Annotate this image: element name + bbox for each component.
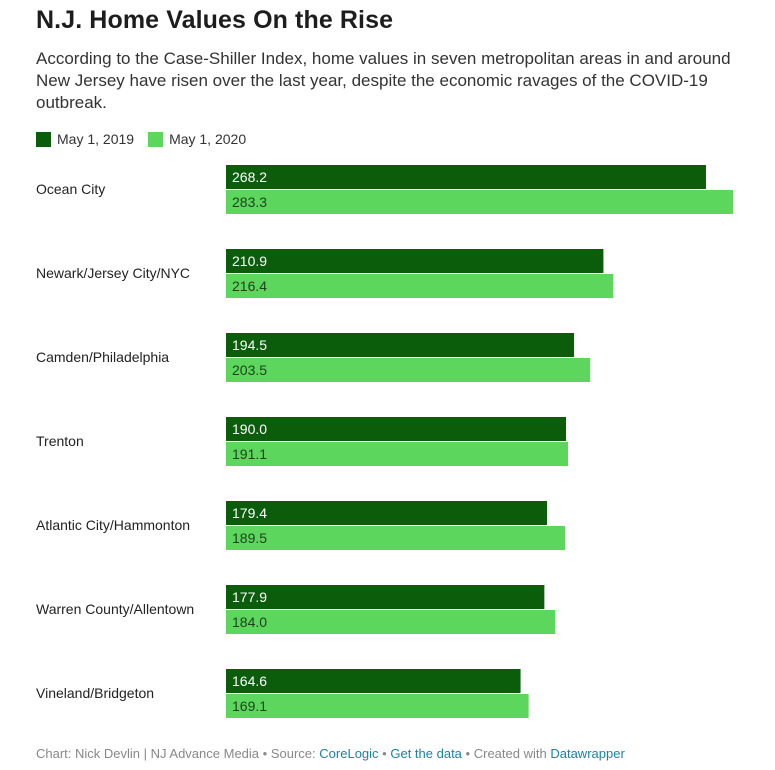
category-label: Ocean City xyxy=(36,181,105,197)
value-label-2020: 191.1 xyxy=(232,446,267,462)
value-label-2019: 177.9 xyxy=(232,589,267,605)
value-label-2019: 190.0 xyxy=(232,421,267,437)
value-label-2019: 194.5 xyxy=(232,337,267,353)
bar-2020 xyxy=(226,358,591,382)
value-label-2019: 179.4 xyxy=(232,505,267,521)
footer-separator: • xyxy=(382,746,387,761)
bar-2019 xyxy=(226,249,604,273)
value-label-2020: 189.5 xyxy=(232,530,267,546)
bar-group: Trenton 190.0 191.1 xyxy=(36,417,568,466)
legend-item-2019: May 1, 2019 xyxy=(36,131,134,147)
bar-2019 xyxy=(226,669,521,693)
bar-group: Camden/Philadelphia 194.5 203.5 xyxy=(36,333,591,382)
value-label-2019: 268.2 xyxy=(232,169,267,185)
value-label-2020: 283.3 xyxy=(232,194,267,210)
legend-item-2020: May 1, 2020 xyxy=(148,131,246,147)
bar-2020 xyxy=(226,190,733,214)
category-label: Vineland/Bridgeton xyxy=(36,685,154,701)
value-label-2019: 164.6 xyxy=(232,673,267,689)
legend-swatch-2019 xyxy=(36,131,51,147)
footer-separator: • xyxy=(465,746,471,761)
bar-2019 xyxy=(226,165,706,189)
value-label-2020: 203.5 xyxy=(232,362,267,378)
category-label: Warren County/Allentown xyxy=(36,601,194,617)
category-label: Camden/Philadelphia xyxy=(36,349,169,365)
footer-credit: Chart: Nick Devlin | NJ Advance Media xyxy=(36,746,260,761)
footer-created-with: Created with xyxy=(473,746,547,761)
bar-2019 xyxy=(226,585,545,609)
category-label: Atlantic City/Hammonton xyxy=(36,517,190,533)
bar-2019 xyxy=(226,417,567,441)
bar-group: Warren County/Allentown 177.9 184.0 xyxy=(36,585,556,634)
footer-get-data-link[interactable]: Get the data xyxy=(390,746,462,761)
value-label-2020: 216.4 xyxy=(232,278,267,294)
value-label-2019: 210.9 xyxy=(232,253,267,269)
bar-2020 xyxy=(226,274,614,298)
bar-2020 xyxy=(226,526,566,550)
bar-2020 xyxy=(226,694,529,718)
legend-swatch-2020 xyxy=(148,131,164,147)
bar-group: Ocean City 268.2 283.3 xyxy=(36,165,733,214)
category-label: Trenton xyxy=(36,433,84,449)
bar-2019 xyxy=(226,501,548,525)
bar-2020 xyxy=(226,610,556,634)
category-label: Newark/Jersey City/NYC xyxy=(36,265,190,281)
legend-label-2019: May 1, 2019 xyxy=(57,131,135,147)
footer-source-link[interactable]: CoreLogic xyxy=(319,746,379,761)
value-label-2020: 169.1 xyxy=(232,698,267,714)
bar-chart: Ocean City 268.2 283.3 Newark/Jersey City/N… xyxy=(36,165,733,718)
bar-group: Newark/Jersey City/NYC 210.9 216.4 xyxy=(36,249,614,298)
bar-group: Vineland/Bridgeton 164.6 169.1 xyxy=(36,669,529,718)
footer-separator: • xyxy=(262,746,268,761)
footer-datawrapper-link[interactable]: Datawrapper xyxy=(550,746,625,761)
bar-group: Atlantic City/Hammonton 179.4 189.5 xyxy=(36,501,566,550)
legend: May 1, 2019 May 1, 2020 xyxy=(36,131,260,147)
footer: Chart: Nick Devlin | NJ Advance Media • … xyxy=(36,746,625,761)
bar-2019 xyxy=(226,333,575,357)
chart-subtitle: According to the Case-Shiller Index, hom… xyxy=(36,49,731,112)
chart-title: N.J. Home Values On the Rise xyxy=(36,6,394,34)
bar-2020 xyxy=(226,442,568,466)
legend-label-2020: May 1, 2020 xyxy=(169,131,247,147)
value-label-2020: 184.0 xyxy=(232,614,267,630)
footer-source-label: Source: xyxy=(270,746,316,761)
